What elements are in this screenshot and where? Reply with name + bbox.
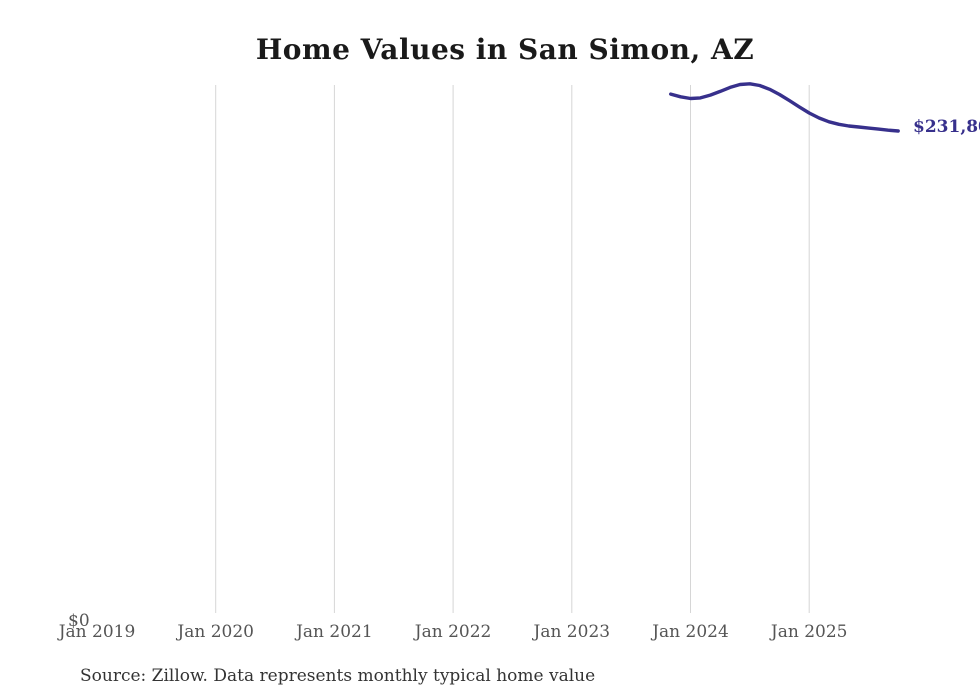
x-axis: Jan 2019 Jan 2020 Jan 2021 Jan 2022 Jan 2023… <box>0 622 980 646</box>
y-axis-zero-label: $0 <box>68 611 90 631</box>
x-axis-tick-label: Jan 2021 <box>296 622 373 642</box>
x-axis-tick-label: Jan 2023 <box>533 622 611 642</box>
series-end-value-label: $231,800 <box>913 117 980 137</box>
x-axis-tick-label: Jan 2020 <box>177 622 254 642</box>
x-axis-tick-label: Jan 2019 <box>58 622 136 642</box>
x-axis-tick-label: Jan 2022 <box>414 622 492 642</box>
home-value-line <box>669 82 900 133</box>
chart-title: Home Values in San Simon, AZ <box>255 33 755 66</box>
x-axis-tick-label: Jan 2024 <box>652 622 729 642</box>
x-axis-tick-label: Jan 2025 <box>770 622 848 642</box>
source-note: Source: Zillow. Data represents monthly … <box>80 666 596 686</box>
